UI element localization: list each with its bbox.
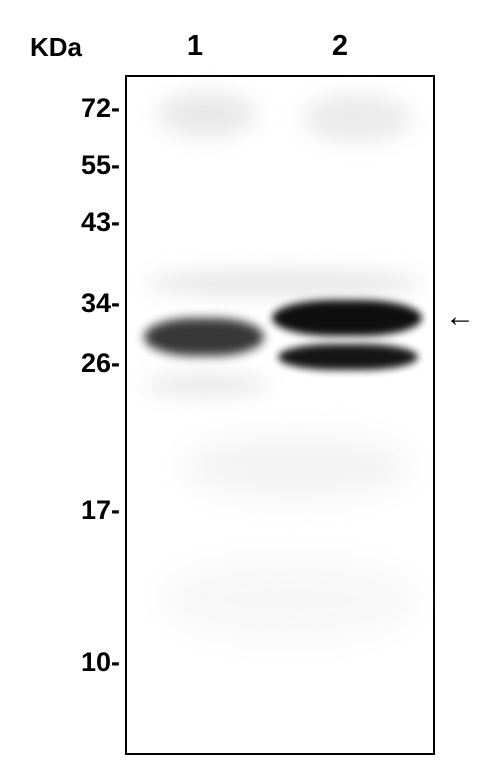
blot-membrane	[125, 75, 435, 755]
kda-unit-label: KDa	[30, 32, 82, 63]
smudge	[302, 94, 412, 142]
smudge	[157, 92, 257, 137]
marker-10: 10-	[81, 647, 120, 678]
band-lane1-30kda	[144, 318, 264, 356]
band-lane2-27kda	[278, 344, 418, 370]
marker-26: 26-	[81, 348, 120, 379]
band-lane2-32kda	[272, 300, 422, 336]
target-band-arrow-icon: ←	[445, 300, 475, 334]
marker-17: 17-	[81, 495, 120, 526]
marker-55: 55-	[81, 150, 120, 181]
smudge	[144, 270, 424, 296]
smudge	[144, 374, 269, 396]
lane-label-2: 2	[325, 30, 355, 63]
blot-figure: KDa 1 2 72- 55- 43- 34- 26- 17- 10- ←	[0, 0, 500, 783]
smudge	[182, 432, 412, 502]
marker-72: 72-	[81, 93, 120, 124]
lane-label-1: 1	[180, 30, 210, 63]
smudge	[162, 557, 417, 642]
marker-43: 43-	[81, 207, 120, 238]
marker-34: 34-	[81, 288, 120, 319]
